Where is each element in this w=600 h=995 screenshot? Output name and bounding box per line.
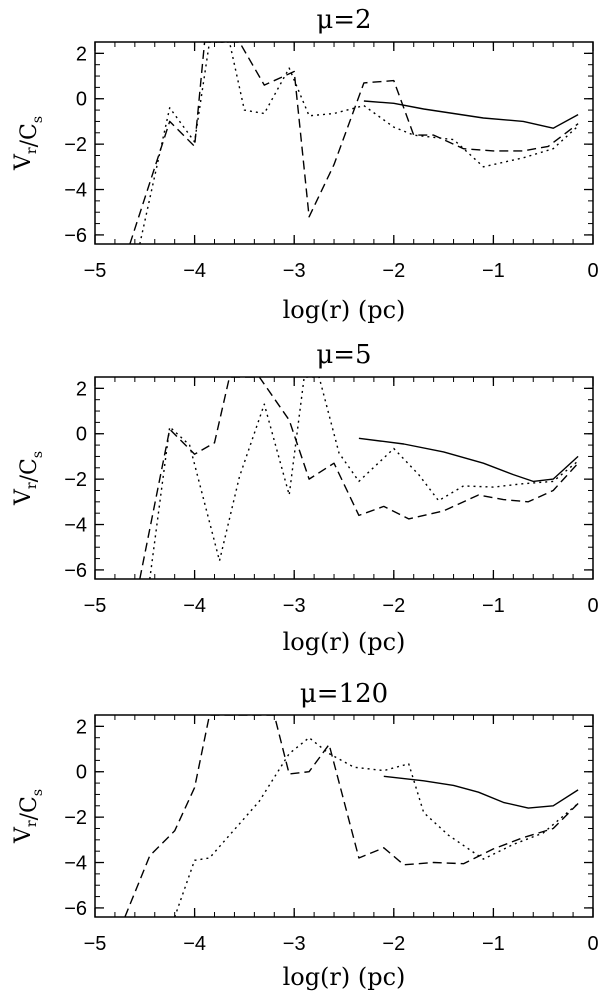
x-tick-label: −2 — [382, 595, 405, 617]
x-tick-label: −4 — [183, 595, 206, 617]
series-line-dotted — [174, 737, 579, 917]
series-line-solid — [383, 775, 579, 809]
series-line-dashed — [139, 377, 579, 579]
y-tick-label: −6 — [64, 560, 87, 582]
x-tick-label: 0 — [587, 595, 598, 617]
x-tick-label: −1 — [482, 933, 505, 955]
y-tick-label: −2 — [64, 807, 87, 829]
x-tick-label: −5 — [84, 595, 107, 617]
y-tick-label: 2 — [76, 716, 87, 738]
y-tick-label: 0 — [76, 762, 87, 784]
x-tick-label: −2 — [382, 260, 405, 282]
series-group — [129, 42, 579, 244]
chart-title: μ=120 — [300, 679, 388, 709]
series-group — [139, 377, 579, 579]
x-axis-label: log(r) (pc) — [283, 628, 406, 656]
x-axis-label: log(r) (pc) — [283, 963, 406, 991]
plot-area-frame — [94, 376, 594, 580]
x-tick-label: 0 — [587, 933, 598, 955]
y-tick-label: 0 — [76, 424, 87, 446]
y-tick-label: −6 — [64, 225, 87, 247]
x-tick-label: −4 — [183, 260, 206, 282]
x-tick-label: −3 — [283, 933, 306, 955]
series-line-dotted — [139, 42, 579, 244]
y-axis-label: Vr/Cs — [11, 789, 46, 844]
series-line-solid — [358, 437, 579, 483]
chart-title: μ=5 — [316, 340, 371, 370]
x-tick-label: −5 — [84, 933, 107, 955]
plot-area-frame — [94, 714, 594, 918]
x-tick-label: 0 — [587, 260, 598, 282]
x-tick-label: −4 — [183, 933, 206, 955]
series-group — [124, 715, 579, 917]
x-tick-label: −1 — [482, 595, 505, 617]
chart-title: μ=2 — [316, 5, 371, 35]
y-tick-label: 2 — [76, 378, 87, 400]
x-tick-label: −3 — [283, 260, 306, 282]
chart-panel-2: μ=5 −5 −4 −3 −2 −1 0 −6 −4 −2 0 2 log(r) (pc) Vr/Cs — [11, 340, 599, 656]
y-axis-label: Vr/Cs — [11, 451, 46, 506]
y-tick-label: 0 — [76, 89, 87, 111]
y-tick-label: −4 — [64, 180, 87, 202]
series-line-dashed — [129, 42, 579, 244]
y-tick-label: −4 — [64, 853, 87, 875]
x-tick-label: −1 — [482, 260, 505, 282]
y-tick-label: −2 — [64, 134, 87, 156]
x-tick-label: −3 — [283, 595, 306, 617]
y-tick-label: −2 — [64, 469, 87, 491]
x-axis-label: log(r) (pc) — [283, 296, 406, 324]
y-tick-label: −6 — [64, 898, 87, 920]
x-tick-label: −5 — [84, 260, 107, 282]
series-line-solid — [363, 100, 579, 129]
x-tick-label: −2 — [382, 933, 405, 955]
plot-area-frame — [94, 41, 594, 245]
y-tick-label: 2 — [76, 43, 87, 65]
y-axis-label: Vr/Cs — [11, 116, 46, 171]
series-line-dashed — [124, 715, 579, 917]
series-line-dotted — [149, 377, 579, 579]
chart-panel-3: μ=120 −5 −4 −3 −2 −1 0 −6 −4 −2 0 2 log(r) (pc) Vr/Cs — [11, 679, 599, 991]
chart-panel-1: μ=2 −5 −4 −3 −2 −1 0 −6 −4 −2 0 2 log(r) (pc) Vr/Cs — [11, 5, 599, 324]
y-tick-label: −4 — [64, 515, 87, 537]
